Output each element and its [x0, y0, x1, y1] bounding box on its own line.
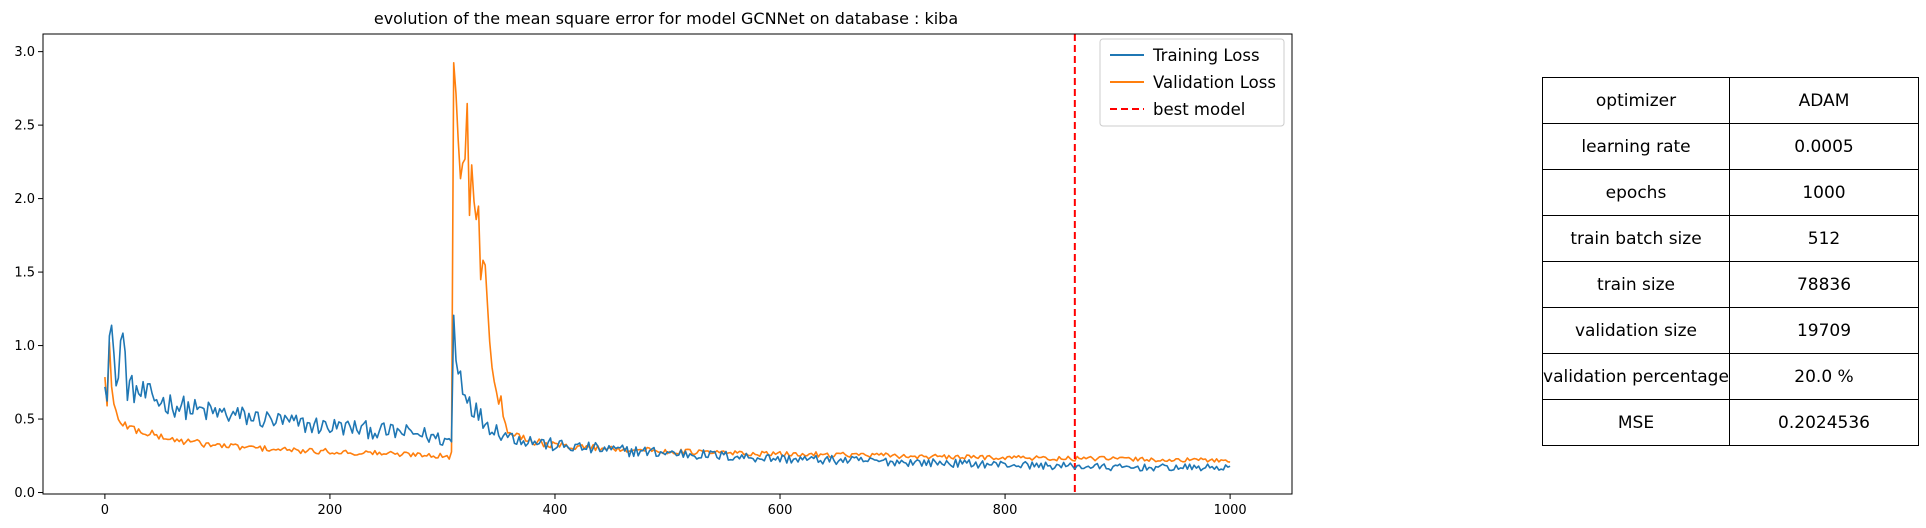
legend-box	[1099, 38, 1285, 127]
legend-label-training-loss: Training Loss	[1152, 46, 1260, 65]
param-name: MSE	[1542, 399, 1730, 446]
x-axis: 0 200 400 600 800 1000	[101, 494, 1247, 518]
param-value: 19709	[1729, 307, 1919, 354]
param-value: 78836	[1729, 261, 1919, 308]
y-tick-label: 2.5	[14, 119, 35, 134]
validation-loss-line	[104, 61, 1231, 463]
param-name: validation size	[1542, 307, 1730, 354]
y-axis: 0.0 0.5 1.0 1.5 2.0 2.5 3.0	[14, 45, 43, 501]
param-value: 0.0005	[1729, 123, 1919, 170]
x-tick-label: 200	[318, 503, 343, 518]
param-value: ADAM	[1729, 77, 1919, 124]
x-tick-label: 800	[993, 503, 1018, 518]
x-tick-label: 1000	[1214, 503, 1247, 518]
training-loss-line	[104, 314, 1231, 472]
legend-label-validation-loss: Validation Loss	[1153, 73, 1276, 92]
table-row: MSE 0.2024536	[1542, 399, 1919, 446]
plot-frame	[42, 33, 1293, 495]
param-name: optimizer	[1542, 77, 1730, 124]
param-value: 512	[1729, 215, 1919, 262]
param-name: train batch size	[1542, 215, 1730, 262]
param-name: epochs	[1542, 169, 1730, 216]
x-tick-label: 600	[768, 503, 793, 518]
y-tick-label: 0.5	[14, 413, 35, 428]
param-name: validation percentage	[1542, 353, 1730, 400]
param-name: learning rate	[1542, 123, 1730, 170]
table-row: optimizer ADAM	[1542, 77, 1919, 124]
table-row: train size 78836	[1542, 261, 1919, 308]
y-tick-label: 2.0	[14, 192, 35, 207]
chart-title: evolution of the mean square error for m…	[374, 9, 958, 28]
x-tick-label: 0	[101, 503, 109, 518]
parameters-table: optimizer ADAM learning rate 0.0005 epoc…	[1542, 77, 1919, 446]
legend: Training Loss Validation Loss best model	[1099, 38, 1285, 127]
legend-label-best-model: best model	[1153, 100, 1245, 119]
table-row: train batch size 512	[1542, 215, 1919, 262]
y-tick-label: 0.0	[14, 486, 35, 501]
table-row: epochs 1000	[1542, 169, 1919, 216]
table-row: validation percentage 20.0 %	[1542, 353, 1919, 400]
param-value: 20.0 %	[1729, 353, 1919, 400]
param-value: 0.2024536	[1729, 399, 1919, 446]
y-tick-label: 1.5	[14, 266, 35, 281]
param-name: train size	[1542, 261, 1730, 308]
x-tick-label: 400	[543, 503, 568, 518]
param-value: 1000	[1729, 169, 1919, 216]
series-layer	[104, 34, 1231, 494]
y-tick-label: 3.0	[14, 45, 35, 60]
table-row: validation size 19709	[1542, 307, 1919, 354]
y-tick-label: 1.0	[14, 339, 35, 354]
table-row: learning rate 0.0005	[1542, 123, 1919, 170]
